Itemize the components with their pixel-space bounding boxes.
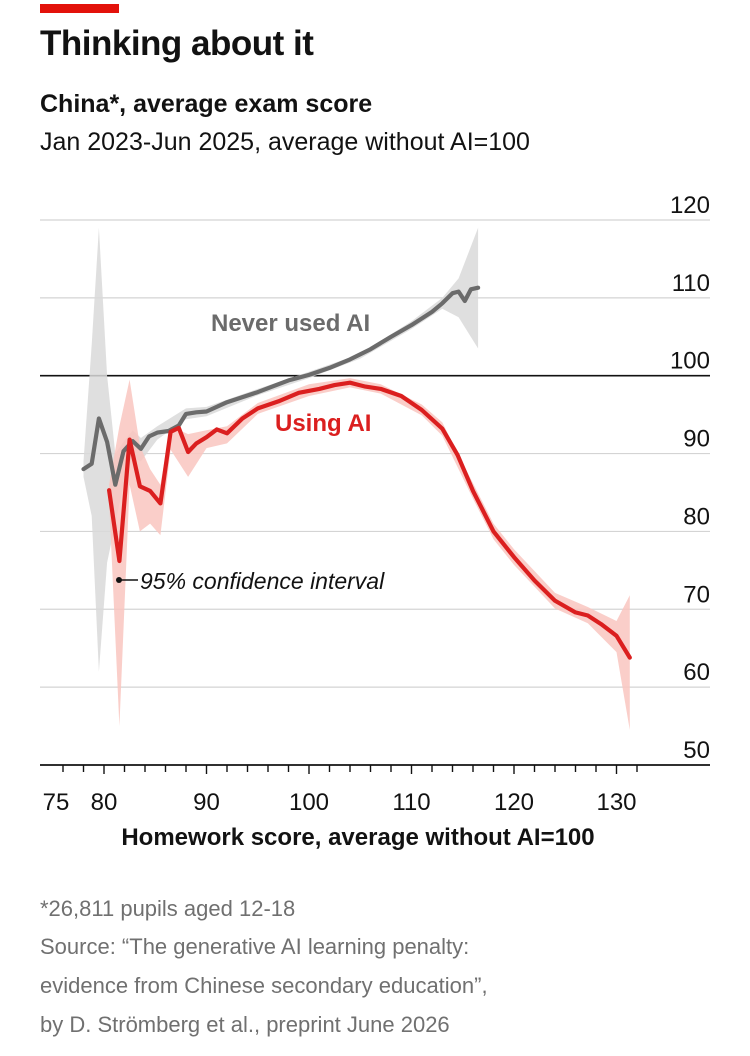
footnote-sample: *26,811 pupils aged 12-18 [40, 896, 296, 921]
chart-subtitle-range: Jan 2023-Jun 2025, average without AI=10… [40, 128, 530, 156]
x-tick-label: 130 [596, 789, 636, 816]
y-tick-label: 80 [683, 503, 710, 530]
x-axis-title: Homework score, average without AI=100 [0, 824, 750, 852]
x-axis: 75 80 90 100 110 120 130 [40, 764, 710, 816]
x-tick-label: 120 [494, 789, 534, 816]
series-lines [81, 285, 632, 660]
y-tick-label: 110 [672, 270, 710, 297]
y-tick-label: 120 [670, 192, 710, 219]
series-label-never-used-ai: Never used AI [211, 310, 370, 337]
source-line-3: by D. Strömberg et al., preprint June 20… [40, 1012, 450, 1037]
source-line-1: Source: “The generative AI learning pena… [40, 934, 470, 959]
x-axis-title-text: Homework score, average without AI=100 [121, 824, 595, 851]
series-line-never-used-ai [81, 285, 481, 487]
series-label-using-ai: Using AI [275, 410, 371, 437]
y-tick-label: 90 [683, 426, 710, 453]
x-tick-label: 100 [289, 789, 329, 816]
accent-bar [40, 4, 119, 13]
x-tick-label: 75 [43, 789, 70, 816]
y-tick-label: 50 [683, 737, 710, 764]
grid-lines [40, 219, 710, 688]
series-line-using-ai [107, 380, 632, 660]
y-tick-label: 100 [670, 348, 710, 375]
y-tick-label: 60 [683, 659, 710, 686]
y-tick-labels: 120 110 100 90 80 70 60 50 [670, 192, 710, 764]
y-tick-label: 70 [683, 581, 710, 608]
ci-annotation: 95% confidence interval [116, 568, 385, 594]
x-tick-label: 90 [193, 789, 220, 816]
chart-title: Thinking about it [40, 24, 314, 63]
x-tick-label: 80 [91, 789, 118, 816]
x-tick-label: 110 [392, 789, 430, 816]
source-line-2: evidence from Chinese secondary educatio… [40, 973, 488, 998]
ci-annotation-label: 95% confidence interval [140, 568, 385, 594]
chart-subtitle: China*, average exam score [40, 90, 373, 118]
